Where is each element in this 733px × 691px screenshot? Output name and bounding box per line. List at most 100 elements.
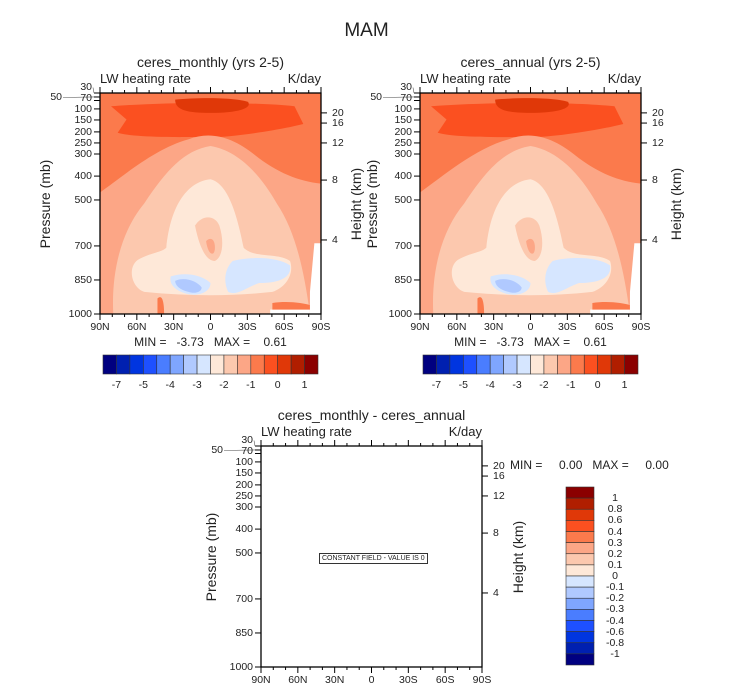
colorbar-box xyxy=(156,354,171,375)
x-tick-label: 30S xyxy=(557,321,577,333)
figure-title: MAM xyxy=(344,20,389,41)
height-tick-label: 16 xyxy=(332,117,344,130)
height-tick-label: 12 xyxy=(493,489,505,502)
colorbar-box xyxy=(183,354,198,375)
y-axis-label: Pressure (mb) xyxy=(203,512,219,601)
height-tick-label: 8 xyxy=(493,527,499,540)
tick-leader-line xyxy=(62,96,95,98)
colorbar-box xyxy=(143,354,158,375)
y-tick-label: 30 xyxy=(241,434,253,446)
missing-data xyxy=(590,309,630,314)
contour-band-0.1-inner xyxy=(195,217,223,261)
contour-field xyxy=(100,93,321,314)
x-tick-label: 60N xyxy=(288,674,308,686)
colorbar-box xyxy=(169,354,184,375)
y-tick-label: 400 xyxy=(394,170,412,183)
colorbar-label: -4 xyxy=(165,379,175,391)
y-tick-label: 30 xyxy=(80,81,92,93)
y-tick-label: 300 xyxy=(394,147,412,160)
colorbar-label: -1 xyxy=(246,379,256,391)
y-tick-label: 70 xyxy=(400,92,412,104)
colorbar-box xyxy=(565,508,595,521)
colorbar-box xyxy=(565,653,595,666)
colorbar-box xyxy=(565,497,595,510)
height-tick-label: 16 xyxy=(652,117,664,130)
y-tick-label: 300 xyxy=(235,500,253,513)
colorbar-label: 0.4 xyxy=(607,525,623,538)
y-right-axis-label: Height (km) xyxy=(510,520,526,593)
contour-band-0.4 xyxy=(111,102,304,138)
y-tick-label: 850 xyxy=(235,626,253,639)
right-string: K/day xyxy=(287,71,321,86)
y-tick-label: 200 xyxy=(74,125,92,138)
colorbar-label: -0.4 xyxy=(605,614,625,627)
colorbar-box xyxy=(422,354,437,375)
contour-band-0.2-inner xyxy=(206,238,215,254)
colorbar-label: -0.1 xyxy=(605,581,625,594)
left-string: LW heating rate xyxy=(100,71,191,86)
y-tick-label: 500 xyxy=(235,546,253,559)
left-string: LW heating rate xyxy=(261,424,352,439)
x-tick-label: 60S xyxy=(594,321,614,333)
height-tick-label: 4 xyxy=(493,586,499,599)
tick-leader-line xyxy=(92,87,95,94)
colorbar-box xyxy=(263,354,278,375)
colorbar-label: -1 xyxy=(610,647,620,660)
y-tick-label: 100 xyxy=(394,102,412,115)
colorbar-label: -2 xyxy=(219,379,229,391)
x-tick-label: 0 xyxy=(527,321,534,333)
colorbar-label: 0.6 xyxy=(607,514,623,527)
colorbar xyxy=(422,354,639,375)
colorbar-box xyxy=(304,354,319,375)
colorbar-box xyxy=(610,354,625,375)
tick-leader-line xyxy=(412,87,415,94)
x-tick-label: 30N xyxy=(325,674,345,686)
x-tick-label: 60N xyxy=(447,321,467,333)
missing-data-pole xyxy=(629,243,641,314)
contour-band-0.3-surface-n xyxy=(157,297,165,314)
y-tick-label: 300 xyxy=(74,147,92,160)
colorbar-box xyxy=(565,520,595,532)
constant-field-label: CONSTANT FIELD - VALUE IS 0 xyxy=(319,553,428,564)
colorbar-box xyxy=(565,631,595,644)
height-tick-label: 12 xyxy=(652,136,664,149)
y-tick-label: 50 xyxy=(370,91,382,103)
y-tick-label: 700 xyxy=(235,592,253,605)
colorbar-label: -3 xyxy=(512,379,522,391)
contour-band-0.4 xyxy=(431,102,624,138)
y-tick-label: 100 xyxy=(74,102,92,115)
colorbar-label: -0.8 xyxy=(605,636,625,649)
colorbar-label: 1 xyxy=(612,492,618,505)
x-tick-label: 30S xyxy=(398,674,418,686)
colorbar-label: -0.2 xyxy=(605,592,625,605)
colorbar-box xyxy=(436,354,451,375)
y-tick-label: 50 xyxy=(211,444,223,456)
y-tick-label: 150 xyxy=(235,466,253,479)
colorbar-box xyxy=(250,354,265,375)
contour-band-neg0.1-south xyxy=(545,258,611,294)
colorbar-box xyxy=(463,354,478,375)
colorbar-label: -1 xyxy=(566,379,576,391)
contour-band-0.2-inner xyxy=(526,238,535,254)
colorbar-box xyxy=(129,354,144,375)
colorbar-label: 0 xyxy=(274,379,281,391)
contour-band-0.6 xyxy=(495,98,569,113)
x-tick-label: 30S xyxy=(237,321,257,333)
colorbar-box xyxy=(583,354,598,375)
y-axis-label: Pressure (mb) xyxy=(37,159,53,248)
y-tick-label: 700 xyxy=(394,239,412,252)
right-string: K/day xyxy=(607,71,641,86)
contour-band-0.6 xyxy=(175,98,249,113)
colorbar-box xyxy=(476,354,491,375)
x-tick-label: 60N xyxy=(127,321,147,333)
colorbar-label: -7 xyxy=(431,379,442,391)
x-tick-label: 90S xyxy=(631,321,651,333)
colorbar-box xyxy=(565,564,595,577)
x-tick-label: 90S xyxy=(472,674,492,686)
y-tick-label: 150 xyxy=(394,113,412,126)
height-tick-label: 16 xyxy=(493,470,505,483)
colorbar-label: -3 xyxy=(192,379,202,391)
colorbar-label: -5 xyxy=(458,379,468,391)
colorbar-box xyxy=(543,354,558,375)
colorbar-box xyxy=(570,354,585,375)
